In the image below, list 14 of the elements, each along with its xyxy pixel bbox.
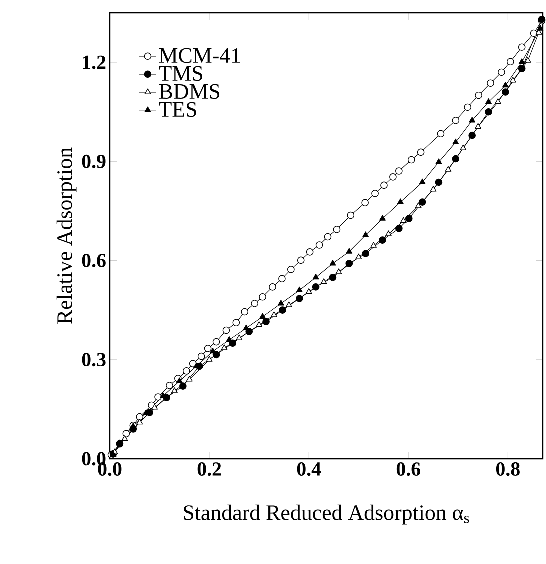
- legend-label: MCM-41: [159, 48, 240, 64]
- x-tick-label: 0.2: [198, 462, 222, 476]
- y-axis-title: Relative Adsorption: [56, 148, 77, 324]
- x-axis-title: Standard Reduced Adsorption α$_{s}$: [184, 504, 470, 525]
- y-tick-label: 0.9: [82, 154, 106, 168]
- x-tick-label: 0.4: [297, 462, 322, 476]
- x-tick-label: 0.8: [496, 462, 520, 476]
- x-tick-label: 0.6: [396, 462, 420, 476]
- legend-label: BDMS: [159, 84, 220, 100]
- y-tick-label: 0.6: [82, 254, 106, 268]
- legend-label: TES: [159, 102, 196, 118]
- y-tick-label: 0.3: [82, 353, 106, 367]
- legend-label: TMS: [159, 66, 202, 82]
- y-tick-label: 1.2: [83, 56, 106, 70]
